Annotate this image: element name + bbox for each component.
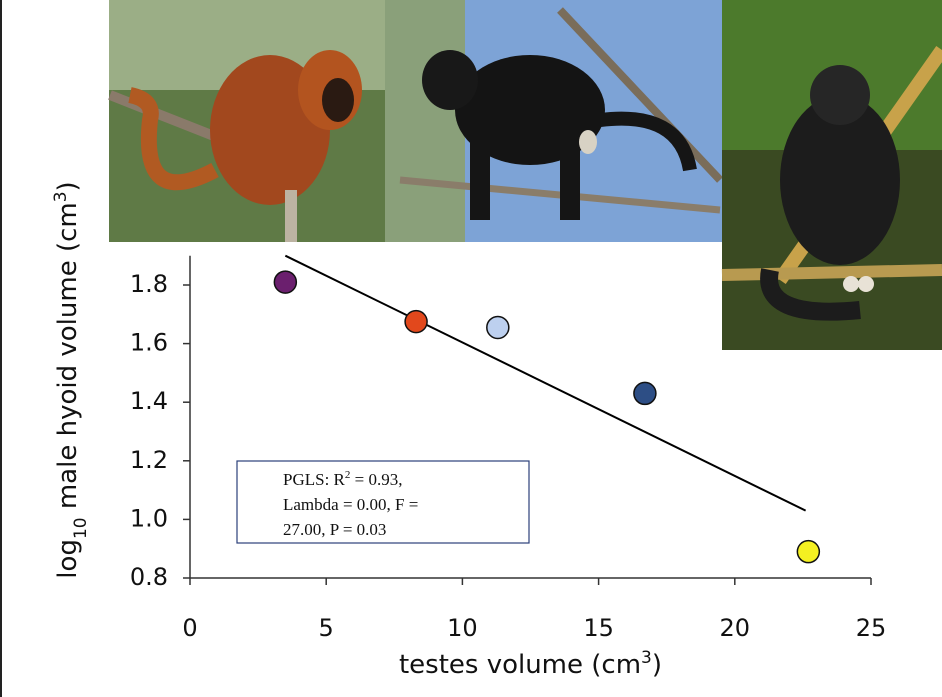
x-axis-label: testes volume (cm3) — [399, 648, 662, 680]
y-tick-label: 1.8 — [130, 270, 168, 298]
x-tick-label: 0 — [182, 614, 197, 642]
y-tick-label: 1.2 — [130, 446, 168, 474]
data-point — [273, 270, 298, 294]
y-axis-label-part: 10 — [71, 517, 91, 539]
data-point — [404, 309, 428, 334]
fit-line — [284, 254, 807, 512]
y-axis-label-part: ) — [53, 181, 83, 191]
y-axis-label: log10 male hyoid volume (cm3) — [51, 181, 91, 578]
x-axis-label-part: testes volume (cm — [399, 650, 641, 680]
annotation-line: 27.00, P = 0.03 — [283, 520, 386, 539]
photo-black-howler-branch — [721, 0, 942, 350]
annotation-part: Lambda = 0.00, F = — [283, 495, 418, 514]
x-axis-label-part: ) — [652, 650, 662, 680]
photo-black-howler — [385, 0, 723, 242]
data-point — [633, 381, 657, 406]
annotation-part: 27.00, P = 0.03 — [283, 520, 386, 539]
y-axis-label-part: male hyoid volume (cm — [53, 202, 83, 517]
y-tick-label: 1.6 — [130, 329, 168, 357]
x-axis-label-part: 3 — [641, 648, 652, 668]
data-point — [486, 315, 510, 340]
y-axis-label-part: log — [53, 539, 83, 579]
photos — [108, 0, 942, 350]
x-tick-label: 10 — [447, 614, 478, 642]
x-tick-label: 15 — [583, 614, 614, 642]
y-axis-label-part: 3 — [51, 191, 71, 202]
y-tick-label: 1.4 — [130, 387, 168, 415]
plot: 0 5 10 15 20 25 0.8 1.0 1.2 1.4 1.6 1.8 testes volum… — [51, 181, 886, 680]
x-tick-label: 5 — [319, 614, 334, 642]
x-tick-label: 20 — [720, 614, 751, 642]
photo-red-howler — [108, 0, 385, 242]
annotation-part: PGLS: R — [283, 470, 346, 489]
annotation-line: Lambda = 0.00, F = — [283, 495, 418, 514]
annotation-part: = 0.93, — [350, 470, 402, 489]
annotation-part: 2 — [345, 469, 351, 481]
data-point — [796, 539, 821, 564]
x-tick-label: 25 — [856, 614, 887, 642]
y-tick-label: 1.0 — [130, 504, 168, 532]
y-tick-label: 0.8 — [130, 563, 168, 591]
annotation-box — [236, 460, 530, 544]
annotation-line: PGLS: R2 = 0.93, — [283, 469, 402, 489]
